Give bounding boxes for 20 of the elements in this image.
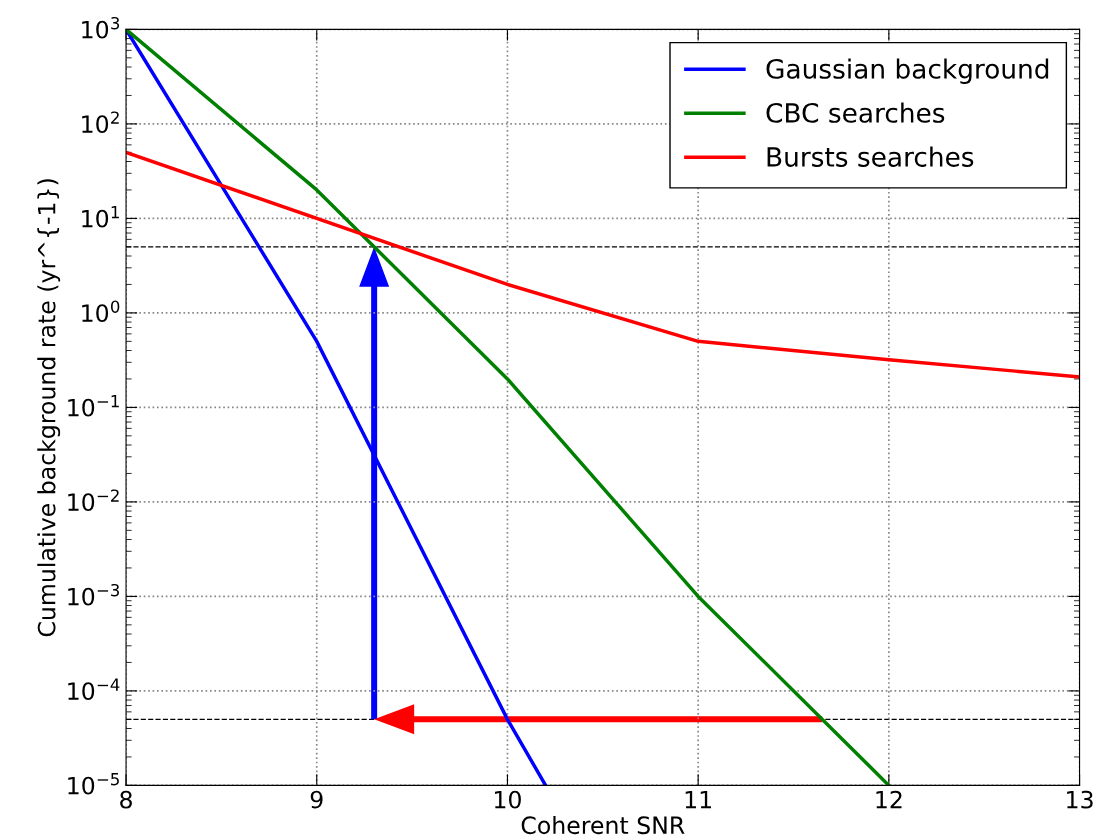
y-axis-title: Cumulative background rate (yr^{-1}) [37, 179, 61, 637]
x-tick-label: 8 [120, 790, 132, 809]
y-tick-label: 10$^{−3}$ [68, 583, 119, 606]
y-tick-label: 10$^{−4}$ [68, 678, 120, 701]
x-tick-label: 12 [876, 790, 902, 809]
y-tick-label: 10$^{3}$ [82, 16, 120, 39]
y-tick-label: 10$^{0}$ [82, 300, 120, 323]
x-tick-label: 10 [495, 790, 521, 809]
y-tick-label: 10$^{1}$ [82, 206, 119, 228]
y-tick-label: 10$^{−5}$ [68, 773, 119, 795]
x-tick-label: 9 [310, 790, 323, 809]
x-tick-label: 11 [685, 790, 711, 809]
y-tick-label: 10$^{−1}$ [68, 395, 119, 417]
y-tick-label: 10$^{−2}$ [68, 489, 119, 512]
legend-label: Gaussian background [766, 58, 1049, 84]
legend-label: CBC searches [766, 102, 945, 123]
y-tick-label: 10$^{2}$ [82, 111, 119, 134]
legend-label: Bursts searches [767, 146, 974, 167]
x-axis-title: Coherent SNR [521, 815, 685, 835]
x-tick-label: 13 [1067, 790, 1093, 809]
